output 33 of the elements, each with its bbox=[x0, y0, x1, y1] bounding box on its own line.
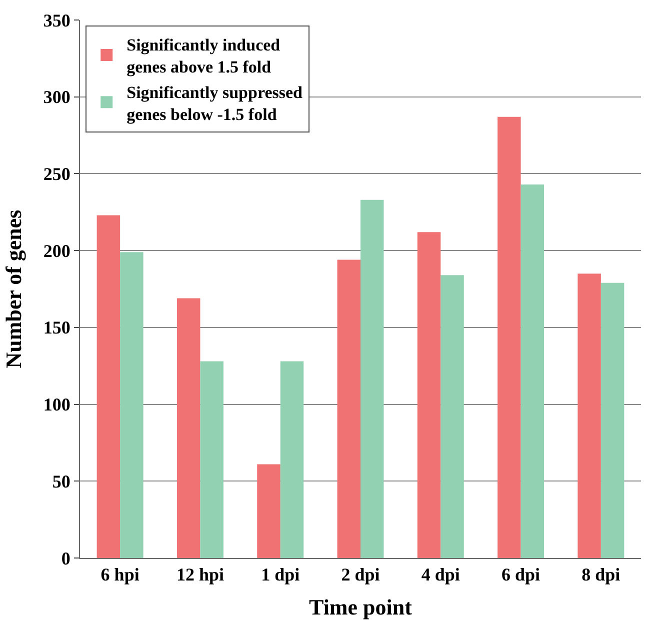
bar bbox=[280, 361, 304, 558]
x-tick-label: 6 hpi bbox=[100, 564, 140, 585]
bar bbox=[440, 275, 464, 558]
bar bbox=[176, 298, 200, 558]
y-tick-label: 150 bbox=[43, 318, 70, 338]
bar bbox=[578, 274, 601, 558]
y-tick-label: 250 bbox=[43, 164, 70, 184]
y-tick-label: 300 bbox=[43, 87, 70, 108]
y-tick-label: 100 bbox=[43, 394, 70, 415]
bar bbox=[360, 200, 384, 558]
x-axis-title: Time point bbox=[309, 594, 413, 620]
bar bbox=[337, 260, 360, 558]
y-tick-label: 200 bbox=[43, 240, 70, 261]
y-axis-title: Number of genes bbox=[1, 209, 26, 368]
y-tick-label: 0 bbox=[61, 548, 70, 568]
bar bbox=[200, 361, 224, 558]
x-tick-label: 8 dpi bbox=[582, 564, 620, 585]
bar bbox=[600, 282, 624, 558]
bar bbox=[120, 252, 144, 558]
x-tick-label: 2 dpi bbox=[341, 564, 380, 585]
y-tick-label: 350 bbox=[43, 10, 70, 30]
bar bbox=[520, 184, 544, 558]
bar bbox=[257, 464, 280, 558]
y-tick-label: 50 bbox=[52, 471, 70, 492]
bar bbox=[417, 232, 441, 558]
x-tick-label: 6 dpi bbox=[502, 564, 540, 585]
legend-label: Significantly suppressed genes below -1.5 fold bbox=[126, 82, 304, 124]
bar bbox=[96, 215, 120, 558]
x-tick-label: 12 hpi bbox=[176, 564, 224, 585]
x-tick-label: 1 dpi bbox=[261, 564, 300, 585]
legend-label: Significantly induced genes above 1.5 fold bbox=[126, 36, 281, 77]
x-tick-label: 4 dpi bbox=[421, 564, 460, 585]
bar bbox=[498, 116, 521, 558]
